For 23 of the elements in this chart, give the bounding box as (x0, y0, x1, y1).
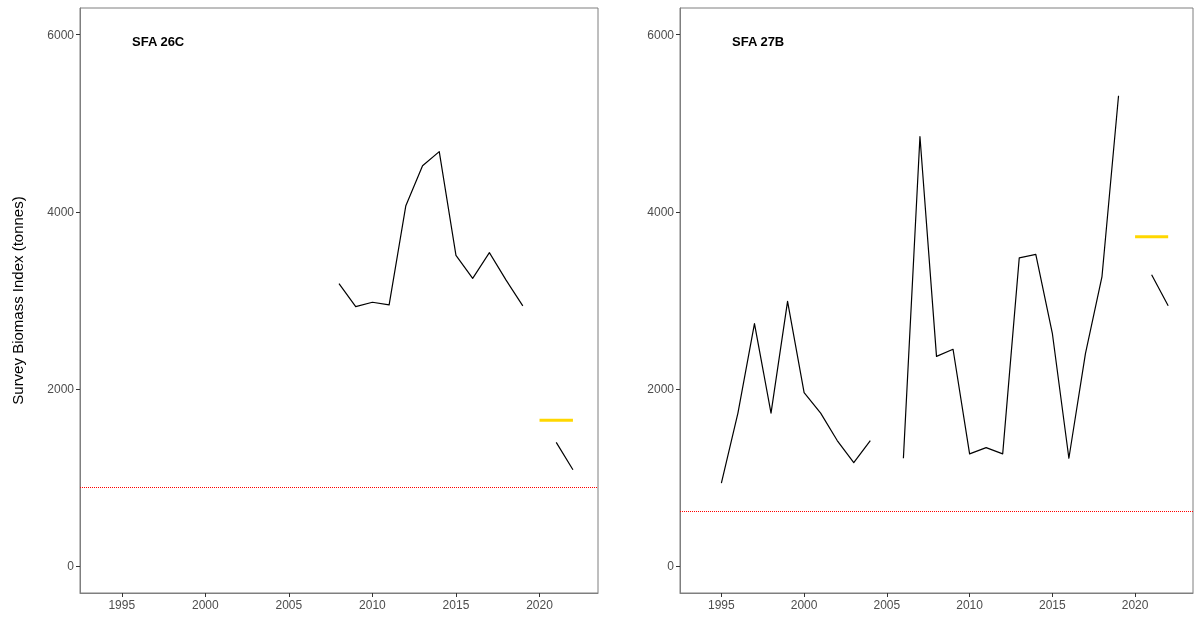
x-tick-label: 2015 (1038, 598, 1067, 612)
x-tick-label: 1995 (108, 598, 136, 612)
x-tick-label: 2005 (275, 598, 303, 612)
y-tick-label: 6000 (647, 27, 675, 42)
y-axis-title: Survey Biomass Index (tonnes) (9, 196, 26, 405)
text: SFA 26C (132, 34, 185, 49)
x-tick-label: 2000 (790, 598, 818, 612)
x-tick-label: 2010 (956, 598, 984, 612)
y-tick-label: 6000 (47, 27, 75, 42)
x-tick-label: 2015 (442, 598, 470, 612)
x-tick-label: 2020 (526, 598, 554, 612)
x-tick-label: 2000 (191, 598, 219, 612)
x-tick-label: 2005 (873, 598, 901, 612)
text: SFA 27B (732, 34, 785, 49)
y-tick-label: 4000 (47, 204, 75, 219)
y-tick-label: 2000 (647, 382, 675, 397)
x-tick-label: 2020 (1121, 598, 1149, 612)
y-tick-label: 2000 (47, 382, 75, 397)
y-tick-label: 4000 (647, 204, 675, 219)
x-tick-label: 1995 (708, 598, 736, 612)
y-tick-label: 0 (667, 559, 675, 574)
x-tick-label: 2010 (359, 598, 387, 612)
y-tick-label: 0 (67, 559, 75, 574)
